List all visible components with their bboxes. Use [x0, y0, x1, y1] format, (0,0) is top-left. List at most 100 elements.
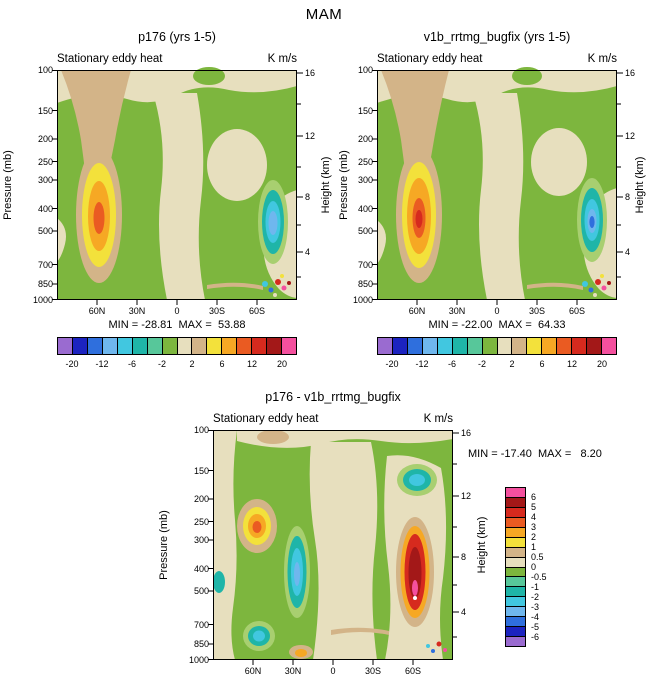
colorbar-label: 12: [566, 359, 578, 369]
colorbar-label: 6: [219, 359, 225, 369]
pressure-tick-label: 300: [193, 535, 209, 545]
colorbar-swatch: [102, 337, 118, 355]
colorbar-label: -2: [477, 359, 487, 369]
colorbar-label: 1: [531, 542, 537, 552]
latitude-tick-label: 60N: [244, 666, 262, 676]
colorbar-swatch: [452, 337, 468, 355]
pressure-axis-label: Pressure (mb): [2, 150, 14, 220]
pressure-tick-label: 500: [37, 226, 53, 236]
pressure-tick-label: 150: [357, 105, 373, 116]
latitude-tick-label: 0: [330, 666, 336, 676]
colorbar-label: 3: [531, 522, 537, 532]
pressure-tick-label: 250: [193, 516, 209, 527]
height-tick-label: 16: [461, 428, 472, 438]
latitude-tick-label: 30N: [128, 306, 146, 316]
pressure-tick-label: 300: [37, 175, 53, 185]
colorbar-swatch: [505, 567, 526, 578]
height-tick-label: 4: [305, 247, 311, 257]
pressure-tick-label: 250: [357, 156, 373, 167]
latitude-tick-label: 60N: [408, 306, 426, 316]
contour-field-v1b: [372, 67, 623, 305]
colorbar-label: -20: [65, 359, 79, 369]
units-label: K m/s: [587, 53, 617, 65]
colorbar-swatch: [505, 547, 526, 558]
colorbar-label: -20: [385, 359, 399, 369]
colorbar-label: 6: [539, 359, 545, 369]
colorbar-swatch: [527, 337, 543, 355]
colorbar-label: -2: [531, 592, 540, 602]
colorbar-swatch: [505, 637, 526, 647]
positive-center-60S: [396, 517, 434, 627]
pressure-tick-label: 300: [357, 175, 373, 185]
latitude-tick-label: 60S: [248, 306, 266, 316]
colorbar-swatch: [467, 337, 483, 355]
colorbar-swatch: [392, 337, 408, 355]
colorbar-difference-labels: 6 5 4 3 2 1 0.5 0 -0.5 -1 -2 -3 -4 -5 -6: [531, 487, 555, 647]
colorbar-label: 20: [276, 359, 288, 369]
field-label: Stationary eddy heat: [213, 413, 319, 425]
latitude-tick-label: 60S: [404, 666, 422, 676]
colorbar-swatch: [87, 337, 103, 355]
negative-patch-left-edge: [213, 571, 225, 593]
pressure-tick-label: 250: [37, 156, 53, 167]
pressure-tick-label: 100: [193, 425, 209, 435]
colorbar-swatch: [117, 337, 133, 355]
panel-title: p176 (yrs 1-5): [138, 30, 216, 44]
panel-title: v1b_rrtmg_bugfix (yrs 1-5): [423, 30, 571, 44]
latitude-tick-label: 30N: [284, 666, 302, 676]
colorbar-label: 4: [531, 512, 537, 522]
latitude-tick-label: 0: [494, 306, 500, 316]
pressure-tick-label: 200: [37, 134, 53, 144]
panel-p176: p176 (yrs 1-5) Stationary eddy heat K m/…: [2, 30, 340, 332]
height-tick-label: 16: [305, 68, 316, 78]
colorbar-swatch: [482, 337, 498, 355]
colorbar-label: -1: [531, 582, 540, 592]
colorbar-swatch: [57, 337, 73, 355]
pressure-tick-label: 150: [193, 465, 209, 476]
colorbar-swatch: [162, 337, 178, 355]
colorbar-swatch: [422, 337, 438, 355]
colorbar-difference: [505, 487, 526, 647]
panel-v1b-rrtmg-bugfix: v1b_rrtmg_bugfix (yrs 1-5) Stationary ed…: [338, 30, 648, 332]
colorbar-swatch: [407, 337, 423, 355]
colorbar-label: -6: [447, 359, 457, 369]
colorbar-label: 5: [531, 502, 537, 512]
contour-plot-p176: [52, 67, 303, 305]
latitude-tick-label: 30S: [208, 306, 226, 316]
pressure-tick-label: 500: [193, 586, 209, 596]
surface-noise-south: [527, 274, 611, 297]
axes-frame: [208, 430, 459, 665]
colorbar-swatch: [505, 497, 526, 508]
pressure-tick-label: 150: [37, 105, 53, 116]
pressure-tick-label: 1000: [188, 655, 209, 665]
height-tick-label: 4: [625, 247, 631, 257]
field-label: Stationary eddy heat: [57, 53, 163, 65]
colorbar-label: -6: [127, 359, 137, 369]
axes-frame: [372, 70, 623, 305]
pressure-tick-label: 850: [357, 279, 373, 289]
colorbar-label: 6: [531, 492, 537, 502]
colorbar-label: 2: [509, 359, 515, 369]
colorbar-label: 2: [189, 359, 195, 369]
colorbar-swatch: [512, 337, 528, 355]
height-tick-label: 16: [625, 68, 636, 78]
surface-noise-south: [207, 274, 291, 297]
pressure-tick-label: 100: [37, 65, 53, 75]
colorbar-label: 20: [596, 359, 608, 369]
pressure-tick-labels: 100 150 200 250 300 400 500 700 850 1000: [183, 425, 209, 665]
negative-oval-150mb-50S: [397, 464, 437, 496]
colorbar-swatch: [147, 337, 163, 355]
colorbar-swatch: [505, 577, 526, 588]
pressure-tick-label: 700: [193, 619, 209, 630]
height-tick-label: 8: [625, 192, 631, 202]
pressure-tick-labels: 100 150 200 250 300 400 500 700 850 1000: [27, 65, 53, 305]
pressure-tick-label: 700: [357, 259, 373, 270]
height-tick-label: 8: [461, 552, 467, 562]
colorbar-swatch: [497, 337, 513, 355]
contour-field-p176: [52, 67, 303, 305]
colorbar-swatch: [505, 607, 526, 618]
pressure-tick-label: 1000: [352, 295, 373, 305]
height-tick-label: 12: [625, 131, 636, 141]
pressure-tick-label: 1000: [32, 295, 53, 305]
